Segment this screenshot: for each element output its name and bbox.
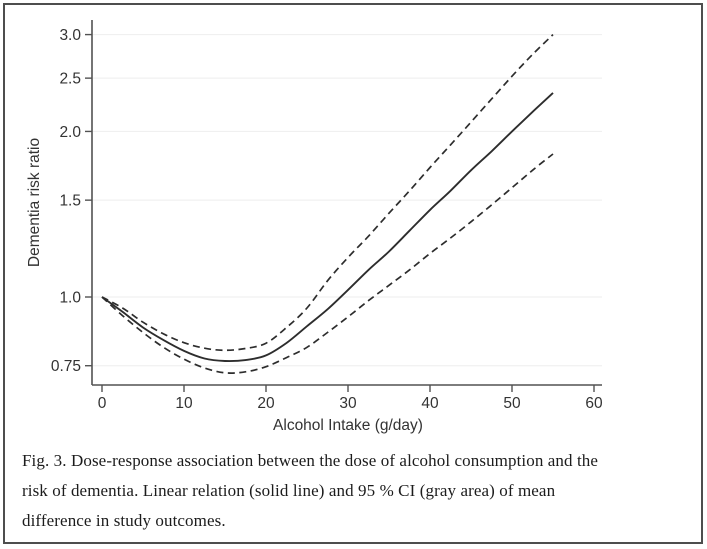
x-tick-label: 50 — [503, 395, 521, 412]
y-tick-label: 2.0 — [59, 124, 81, 141]
y-axis-label: Dementia risk ratio — [26, 138, 43, 267]
x-tick-label: 60 — [585, 395, 603, 412]
caption-line-2: risk of dementia. Linear relation (solid… — [22, 481, 556, 500]
x-tick-label: 30 — [339, 395, 357, 412]
mean-risk-curve — [101, 92, 554, 363]
x-tick-label: 0 — [98, 395, 107, 412]
y-tick-label: 2.5 — [59, 71, 81, 88]
x-tick-label: 20 — [257, 395, 275, 412]
confidence-interval-curve — [101, 153, 554, 374]
x-axis-label: Alcohol Intake (g/day) — [273, 417, 423, 434]
y-tick-label: 3.0 — [59, 27, 81, 44]
dose-response-chart: 3.0 2.5 2.0 1.5 1.0 0.75 0 10 20 30 40 50 60 Alcohol … — [26, 20, 603, 434]
figure-frame: 3.0 2.5 2.0 1.5 1.0 0.75 0 10 20 30 40 50 60 Alcohol … — [3, 3, 703, 544]
caption-line-3: difference in study outcomes. — [22, 511, 226, 530]
caption-line-1: Fig. 3. Dose-response association betwee… — [22, 451, 599, 470]
x-tick-label: 10 — [175, 395, 193, 412]
y-tick-label: 1.0 — [59, 290, 81, 307]
y-tick-label: 1.5 — [59, 193, 81, 210]
figure-caption: Fig. 3. Dose-response association betwee… — [22, 446, 690, 536]
confidence-interval-curve — [101, 33, 554, 352]
x-tick-label: 40 — [421, 395, 439, 412]
y-tick-label: 0.75 — [51, 358, 81, 375]
